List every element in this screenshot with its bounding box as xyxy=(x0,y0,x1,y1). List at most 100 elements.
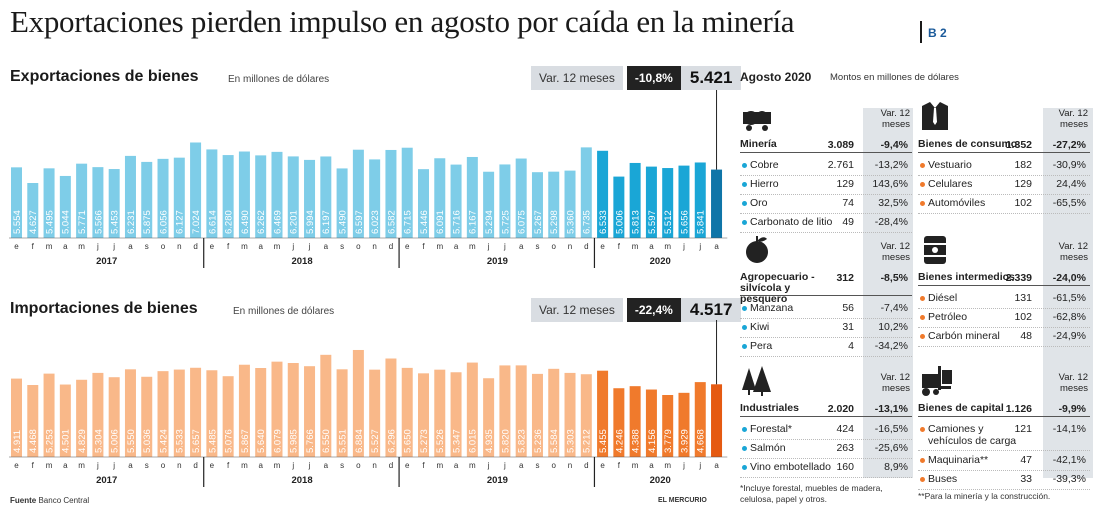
month-tick-label: a xyxy=(649,461,654,470)
year-label: 2019 xyxy=(487,256,508,267)
sector-item-row: Manzana 56 -7,4% xyxy=(740,299,912,319)
bar xyxy=(450,372,462,457)
exports-bar-chart: 5.554 e 4.627 f 5.495 m 5.044 a 5.771 m 5.566 j 5.45… xyxy=(9,90,728,268)
bar xyxy=(564,170,576,238)
sector-variation: -13,1% xyxy=(874,403,908,415)
month-tick-label: a xyxy=(258,461,263,470)
bar-value-label: 5.657 xyxy=(191,429,202,453)
bar-value-label: 5.820 xyxy=(500,429,511,453)
item-variation: -42,1% xyxy=(1052,454,1086,466)
bullet-dot xyxy=(920,182,925,187)
imports-var-pct: -22,4% xyxy=(626,298,681,322)
bar-value-label: 5.006 xyxy=(110,429,121,453)
month-tick-label: j xyxy=(112,242,115,251)
imports-bar-chart: 4.911 e 4.468 f 5.253 m 4.501 a 4.829 m 5.304 j 5.00… xyxy=(9,320,728,487)
item-name: Oro xyxy=(750,197,768,209)
imports-variation-box: Var. 12 meses -22,4% 4.517 xyxy=(531,298,742,322)
item-name: Camiones y vehículos de carga xyxy=(928,423,1017,447)
month-tick-label: f xyxy=(32,242,35,251)
month-tick-label: m xyxy=(632,461,639,470)
month-tick-label: j xyxy=(291,461,294,470)
bullet-dot xyxy=(920,334,925,339)
bar xyxy=(141,161,153,238)
month-tick-label: j xyxy=(503,242,506,251)
sector-value: 1.352 xyxy=(1005,139,1032,151)
item-name: Carbón mineral xyxy=(928,330,1000,342)
item-name: Kiwi xyxy=(750,321,770,333)
bar xyxy=(434,369,446,457)
bar xyxy=(645,389,657,457)
page-title: Exportaciones pierden impulso en agosto … xyxy=(10,4,795,39)
bar xyxy=(320,354,332,457)
bar-value-label: 6.490 xyxy=(240,210,251,234)
bar-value-label: 6.075 xyxy=(517,210,528,234)
item-name: Vino embotellado xyxy=(750,461,831,473)
item-variation: -7,4% xyxy=(880,302,908,314)
year-label: 2018 xyxy=(291,475,312,486)
bar xyxy=(483,378,495,457)
apple-icon xyxy=(746,236,768,263)
sector-item-row: Hierro 129 143,6% xyxy=(740,175,912,195)
sector-value: 2.339 xyxy=(1005,272,1032,284)
month-tick-label: j xyxy=(682,242,685,251)
month-tick-label: s xyxy=(340,461,344,470)
sector-name: Industriales xyxy=(740,402,799,414)
sector-total-row: Industriales 2.020 -13,1% xyxy=(740,402,912,417)
sector-panel: Var. 12 meses Bienes de capital 1.126 -9,9%… xyxy=(918,364,1090,492)
sector-item-row: Salmón 263 -25,6% xyxy=(740,439,912,459)
month-tick-label: j xyxy=(682,461,685,470)
sector-variation: -9,4% xyxy=(880,139,908,151)
bar xyxy=(76,379,88,457)
bar-value-label: 5.597 xyxy=(647,210,658,234)
bar xyxy=(580,374,592,457)
bullet-dot xyxy=(742,344,747,349)
bullet-dot xyxy=(742,306,747,311)
bar xyxy=(418,169,429,238)
item-value: 263 xyxy=(836,442,854,454)
item-value: 160 xyxy=(836,461,854,473)
bar xyxy=(287,363,299,457)
bar-value-label: 5.076 xyxy=(224,429,235,453)
month-tick-label: m xyxy=(469,242,476,251)
bar-value-label: 4.627 xyxy=(28,210,39,234)
exports-total: 5.421 xyxy=(680,66,742,90)
bar-value-label: 6.280 xyxy=(224,210,235,234)
bar xyxy=(385,358,397,457)
item-variation: -39,3% xyxy=(1052,473,1086,485)
item-variation: 24,4% xyxy=(1056,178,1086,190)
imports-var-label: Var. 12 meses xyxy=(531,298,623,322)
item-variation: 8,9% xyxy=(884,461,908,473)
bar-value-label: 6.884 xyxy=(354,429,365,453)
sector-total-row: Bienes de capital 1.126 -9,9% xyxy=(918,402,1090,417)
month-tick-label: m xyxy=(469,461,476,470)
item-name: Vestuario xyxy=(928,159,972,171)
bar xyxy=(320,156,332,238)
month-tick-label: a xyxy=(63,461,68,470)
var-header: Var. 12 meses xyxy=(880,372,910,394)
bar-value-label: 4.468 xyxy=(28,429,39,453)
bar-value-label: 5.725 xyxy=(500,210,511,234)
bar-value-label: 6.231 xyxy=(126,210,137,234)
imports-unit-label: En millones de dólares xyxy=(233,306,335,317)
month-tick-label: j xyxy=(96,242,99,251)
sector-value: 2.020 xyxy=(827,403,854,415)
bar-value-label: 5.526 xyxy=(435,429,446,453)
bar-value-label: 5.453 xyxy=(110,210,121,234)
imports-chart-title: Importaciones de bienes xyxy=(10,300,198,317)
source-label: Fuente xyxy=(10,496,37,505)
var-header: Var. 12 meses xyxy=(880,108,910,130)
item-value: 424 xyxy=(836,423,854,435)
bar xyxy=(352,149,364,238)
item-variation: -28,4% xyxy=(874,216,908,228)
exports-var-pct: -10,8% xyxy=(626,66,681,90)
footnote-maquinaria: **Para la minería y la construcción. xyxy=(918,491,1051,501)
bar-value-label: 5.985 xyxy=(289,429,300,453)
month-tick-label: d xyxy=(584,461,588,470)
bar xyxy=(124,155,136,238)
bar-value-label: 6.735 xyxy=(582,210,593,234)
month-tick-label: m xyxy=(78,461,85,470)
year-label: 2020 xyxy=(650,475,671,486)
item-variation: -61,5% xyxy=(1052,292,1086,304)
bar xyxy=(629,386,641,457)
bullet-dot xyxy=(742,427,747,432)
